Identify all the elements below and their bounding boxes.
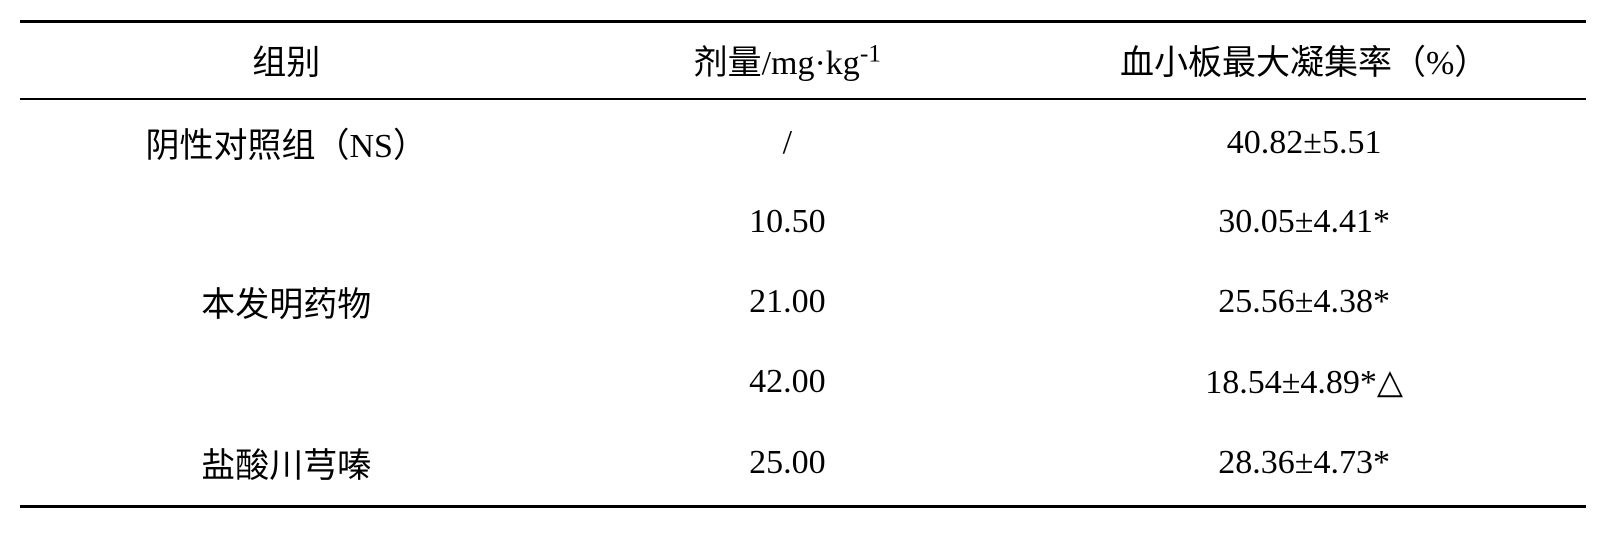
- col-header-agg: 血小板最大凝集率（%）: [1022, 22, 1586, 100]
- cell-agg: 40.82±5.51: [1022, 99, 1586, 185]
- table-row: 阴性对照组（NS）/40.82±5.51: [20, 99, 1586, 185]
- cell-dose: 42.00: [552, 344, 1022, 420]
- table-row: 42.0018.54±4.89*△: [20, 344, 1586, 420]
- table-row: 盐酸川芎嗪25.0028.36±4.73*: [20, 420, 1586, 507]
- cell-dose: 25.00: [552, 420, 1022, 507]
- table-header-row: 组别 剂量/mg·kg-1 血小板最大凝集率（%）: [20, 22, 1586, 100]
- cell-dose: /: [552, 99, 1022, 185]
- table-row: 10.5030.05±4.41*: [20, 185, 1586, 259]
- cell-dose: 21.00: [552, 259, 1022, 344]
- table-body: 阴性对照组（NS）/40.82±5.5110.5030.05±4.41*本发明药…: [20, 99, 1586, 507]
- cell-agg: 28.36±4.73*: [1022, 420, 1586, 507]
- cell-agg: 25.56±4.38*: [1022, 259, 1586, 344]
- data-table: 组别 剂量/mg·kg-1 血小板最大凝集率（%） 阴性对照组（NS）/40.8…: [20, 20, 1586, 508]
- cell-group: 阴性对照组（NS）: [20, 99, 552, 185]
- cell-group: [20, 344, 552, 420]
- table-row: 本发明药物21.0025.56±4.38*: [20, 259, 1586, 344]
- col-header-group: 组别: [20, 22, 552, 100]
- cell-group: 本发明药物: [20, 259, 552, 344]
- data-table-container: 组别 剂量/mg·kg-1 血小板最大凝集率（%） 阴性对照组（NS）/40.8…: [20, 20, 1586, 508]
- cell-dose: 10.50: [552, 185, 1022, 259]
- cell-agg: 30.05±4.41*: [1022, 185, 1586, 259]
- col-header-dose: 剂量/mg·kg-1: [552, 22, 1022, 100]
- cell-group: 盐酸川芎嗪: [20, 420, 552, 507]
- cell-group: [20, 185, 552, 259]
- cell-agg: 18.54±4.89*△: [1022, 344, 1586, 420]
